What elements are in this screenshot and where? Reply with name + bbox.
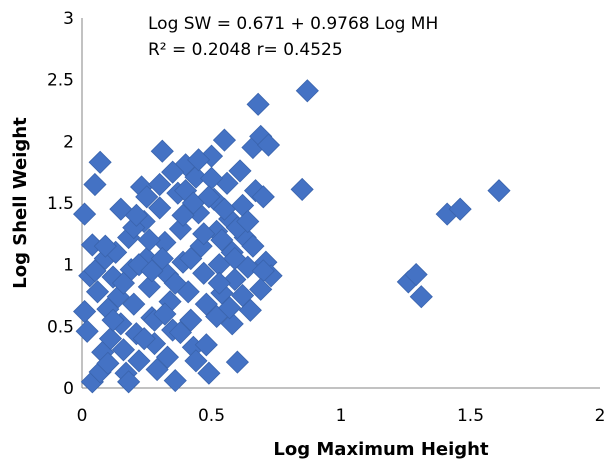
data-point: [137, 228, 161, 252]
data-point: [148, 172, 172, 197]
data-point: [228, 159, 252, 183]
data-point: [184, 165, 208, 189]
y-axis-title: Log Shell Weight: [10, 117, 31, 289]
data-point: [153, 302, 177, 326]
data-point: [111, 271, 136, 295]
data-point: [487, 179, 511, 203]
data-point: [220, 312, 244, 336]
data-point: [163, 271, 187, 295]
data-point: [231, 283, 255, 308]
data-point: [179, 246, 203, 271]
data-point: [85, 280, 110, 304]
data-point: [127, 253, 151, 277]
data-point: [98, 327, 123, 351]
y-tick-label: 3: [63, 9, 74, 29]
y-tick-label: 2: [63, 132, 74, 152]
x-tick-label: 1: [336, 406, 347, 426]
y-tick-label: 0: [63, 379, 74, 399]
data-point: [238, 298, 262, 322]
data-point: [83, 259, 107, 283]
data-point: [109, 197, 133, 221]
y-tick-label: 0.5: [47, 317, 74, 337]
data-point: [101, 308, 125, 332]
data-point: [127, 349, 151, 373]
data-point: [155, 345, 180, 369]
data-point: [256, 133, 281, 157]
data-point: [448, 197, 472, 221]
data-point: [251, 185, 275, 209]
data-point: [117, 370, 141, 394]
data-point: [73, 299, 97, 324]
data-point: [148, 196, 172, 220]
data-point: [184, 349, 208, 373]
data-point: [246, 92, 270, 116]
x-tick-label: 0.5: [198, 406, 225, 426]
y-tick-label: 1: [63, 256, 74, 276]
data-point: [409, 285, 433, 309]
regression-stats: R² = 0.2048 r= 0.4525: [148, 40, 343, 60]
data-point: [249, 277, 273, 301]
data-point: [168, 320, 192, 345]
data-point: [140, 259, 164, 283]
y-tick-labels: 0 0.5 1 1.5 2 2.5 3: [47, 9, 74, 399]
data-point: [295, 79, 319, 103]
data-point: [404, 262, 428, 287]
data-point: [106, 285, 130, 309]
data-point: [194, 333, 218, 357]
data-point: [225, 350, 249, 374]
data-point: [124, 203, 148, 227]
data-point: [150, 139, 174, 163]
data-point: [171, 203, 195, 227]
data-point: [161, 160, 185, 184]
data-point: [163, 369, 187, 393]
data-point: [93, 234, 117, 258]
x-tick-label: 1.5: [457, 406, 484, 426]
data-point: [192, 261, 216, 285]
data-point: [192, 222, 216, 246]
data-point: [135, 185, 159, 209]
x-tick-labels: 0 0.5 1 1.5 2: [77, 406, 605, 426]
regression-equation: Log SW = 0.671 + 0.9768 Log MH: [148, 14, 438, 34]
data-point: [150, 246, 174, 271]
data-point: [290, 177, 314, 201]
data-point: [73, 202, 97, 226]
data-point: [223, 267, 247, 292]
data-point: [132, 327, 156, 351]
data-point: [88, 150, 112, 174]
data-point: [122, 292, 146, 316]
data-point: [194, 292, 218, 316]
y-tick-label: 1.5: [47, 194, 74, 214]
x-tick-label: 0: [77, 406, 88, 426]
data-point: [207, 271, 231, 295]
data-point: [96, 351, 120, 375]
data-point: [197, 185, 221, 209]
data-point: [83, 172, 107, 197]
x-axis-title: Log Maximum Height: [273, 439, 489, 460]
data-points: [73, 79, 511, 394]
data-point: [137, 275, 161, 299]
data-point: [212, 128, 237, 152]
data-point: [197, 361, 221, 385]
data-point: [210, 228, 234, 252]
x-tick-label: 2: [595, 406, 605, 426]
y-tick-label: 2.5: [47, 71, 74, 91]
data-point: [241, 234, 265, 258]
data-point: [218, 296, 242, 320]
data-point: [145, 357, 169, 382]
data-point: [223, 246, 247, 271]
data-point: [179, 308, 203, 332]
data-point: [186, 148, 211, 172]
data-point: [236, 209, 260, 234]
data-point: [212, 197, 237, 221]
data-point: [111, 338, 136, 362]
data-point: [75, 319, 99, 343]
